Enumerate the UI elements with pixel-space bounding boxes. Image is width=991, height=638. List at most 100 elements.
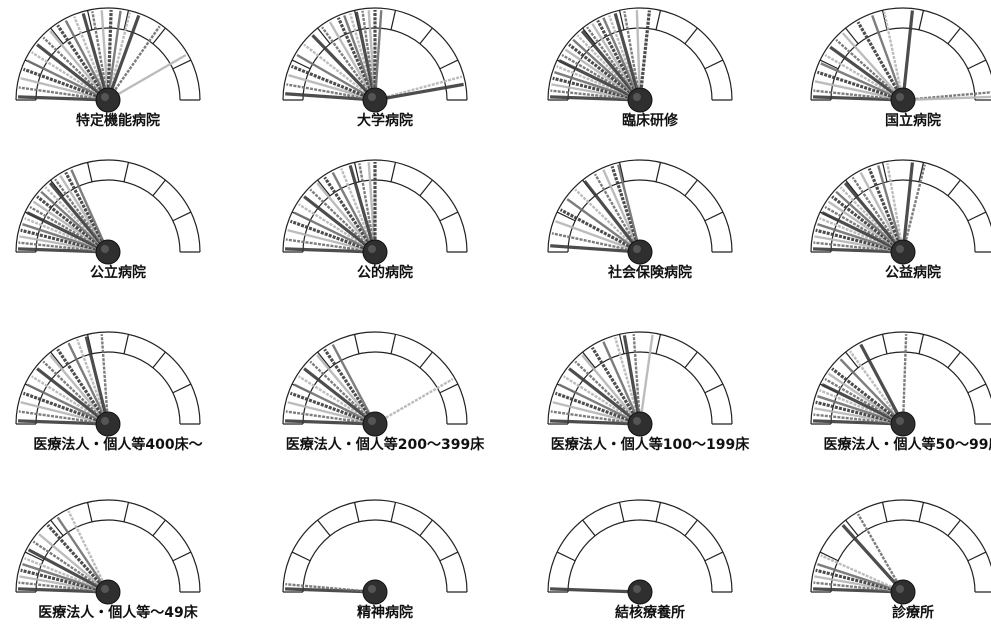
gauge-svg (547, 159, 733, 265)
gauge-needle (107, 53, 187, 102)
gauge-needle (64, 19, 110, 101)
gauge-outer-arc (547, 499, 733, 593)
gauge-segment-divider (419, 179, 433, 197)
gauge-chart: 国立病院 (798, 0, 991, 146)
gauge-needle (867, 167, 905, 253)
gauge-needle (555, 220, 641, 254)
gauge-segment-divider (655, 10, 662, 30)
gauge-needle (18, 410, 109, 426)
gauge-hub (890, 411, 916, 437)
gauge-segment-divider (556, 211, 576, 222)
gauge-title: 公的病院 (357, 265, 413, 281)
gauge-needle (27, 548, 109, 594)
gauge-segment-divider (684, 179, 698, 197)
gauge-segment-divider (86, 162, 93, 182)
gauge-title: 公益病院 (885, 265, 941, 281)
gauge-segment-divider (86, 10, 93, 30)
gauge-segment-divider (317, 179, 331, 197)
gauge-segment-divider (618, 162, 625, 182)
gauge-segment-divider (845, 351, 859, 369)
gauge-segment-divider (123, 162, 130, 182)
gauge-needle (348, 165, 377, 253)
gauge-needle (568, 367, 641, 426)
gauge-needle (820, 62, 904, 102)
gauge-outer-arc (547, 7, 733, 101)
gauge-needle (886, 163, 905, 253)
gauge-segment-divider (353, 334, 360, 354)
gauge-segment-divider (353, 502, 360, 522)
gauge-segment-divider (152, 519, 166, 537)
gauge-segment-divider (582, 351, 596, 369)
gauge-segment-divider (317, 27, 331, 45)
gauge-needle (622, 335, 642, 425)
gauge-segment-divider (918, 10, 925, 30)
gauge-segment-divider (618, 10, 625, 30)
gauge-segment-divider (655, 502, 662, 522)
gauge-hub-highlight (101, 585, 109, 593)
gauge-segment-divider (123, 334, 130, 354)
gauge-svg (282, 331, 468, 437)
gauge-needle (56, 516, 109, 593)
gauge-segment-divider (123, 10, 130, 30)
gauge-title: 公立病院 (90, 265, 146, 281)
gauge-hub (362, 411, 388, 437)
gauge-segment-divider (291, 59, 311, 70)
gauge-needle (303, 195, 376, 254)
gauge-segment-divider (390, 10, 397, 30)
gauge-hub-highlight (101, 417, 109, 425)
gauge-chart: 公益病院 (798, 148, 991, 298)
gauge-title: 臨床研修 (622, 113, 678, 129)
gauge-needle (574, 360, 641, 425)
gauge-segment-divider (819, 59, 839, 70)
gauge-needle (303, 43, 376, 101)
gauge-segment-divider (439, 551, 459, 562)
gauge-segment-divider (50, 351, 64, 369)
gauge-needle (106, 14, 141, 101)
gauge-segment-divider (390, 162, 397, 182)
gauge-hub-highlight (101, 93, 109, 101)
gauge-hub-highlight (633, 417, 641, 425)
gauge-segment-divider (845, 27, 859, 45)
gauge-svg (547, 331, 733, 437)
gauge-needle (293, 383, 376, 426)
gauge-svg (282, 499, 468, 605)
gauge-svg (15, 499, 201, 605)
gauge-needle (106, 9, 113, 101)
gauge-needle (871, 15, 905, 101)
gauge-outer-arc (810, 7, 991, 101)
gauge-segment-divider (947, 519, 961, 537)
gauge-segment-divider (704, 211, 724, 222)
gauge-outer-arc (282, 159, 468, 253)
gauge-svg (810, 159, 991, 265)
gauge-svg (282, 159, 468, 265)
gauge-segment-divider (845, 519, 859, 537)
gauge-needle (583, 180, 642, 253)
gauge-needle (303, 367, 376, 426)
gauge-svg (15, 331, 201, 437)
gauge-chart: 特定機能病院 (3, 0, 233, 146)
gauge-needle (107, 25, 161, 101)
gauge-segment-divider (704, 383, 724, 394)
gauge-needle (617, 164, 642, 253)
gauge-chart: 医療法人・個人等～49床 (3, 488, 233, 638)
gauge-segment-divider (152, 27, 166, 45)
gauge-needle (56, 24, 110, 101)
gauge-hub (627, 579, 653, 605)
gauge-segment-divider (967, 211, 987, 222)
gauge-needle (856, 21, 905, 101)
gauge-hub-highlight (896, 417, 904, 425)
gauge-segment-divider (881, 162, 888, 182)
gauge-needle (358, 163, 377, 253)
gauge-needle (820, 554, 904, 594)
gauge-needle (841, 32, 904, 101)
gauge-needle (331, 171, 377, 253)
gauge-needle (290, 64, 376, 102)
gauge-needle (296, 53, 376, 102)
gauge-needle (883, 11, 905, 101)
gauge-segment-divider (967, 59, 987, 70)
gauge-segment-divider (582, 519, 596, 537)
gauge-segment-divider (50, 519, 64, 537)
gauge-needle (632, 334, 642, 425)
gauge-inner-arc (830, 27, 976, 101)
gauge-hub (95, 411, 121, 437)
